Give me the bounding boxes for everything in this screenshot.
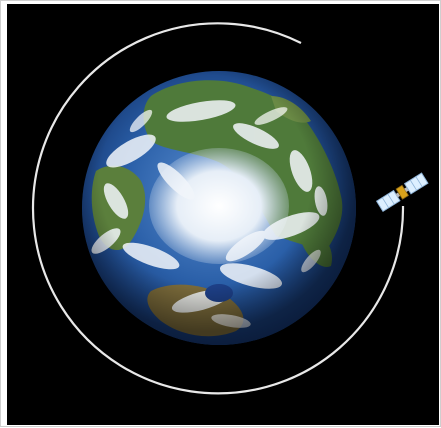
satellite-with-solar-panels-icon	[375, 172, 429, 213]
orbit-path-icon	[31, 22, 405, 395]
earth-icon	[82, 71, 356, 345]
